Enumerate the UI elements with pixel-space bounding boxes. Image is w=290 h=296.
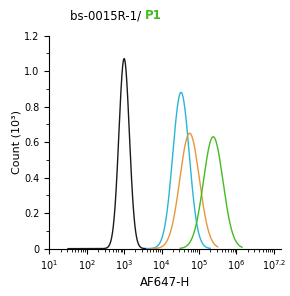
- Text: bs-0015R-1/: bs-0015R-1/: [70, 9, 145, 22]
- Y-axis label: Count (10³): Count (10³): [11, 110, 21, 174]
- Text: P1: P1: [145, 9, 162, 22]
- X-axis label: AF647-H: AF647-H: [140, 276, 191, 289]
